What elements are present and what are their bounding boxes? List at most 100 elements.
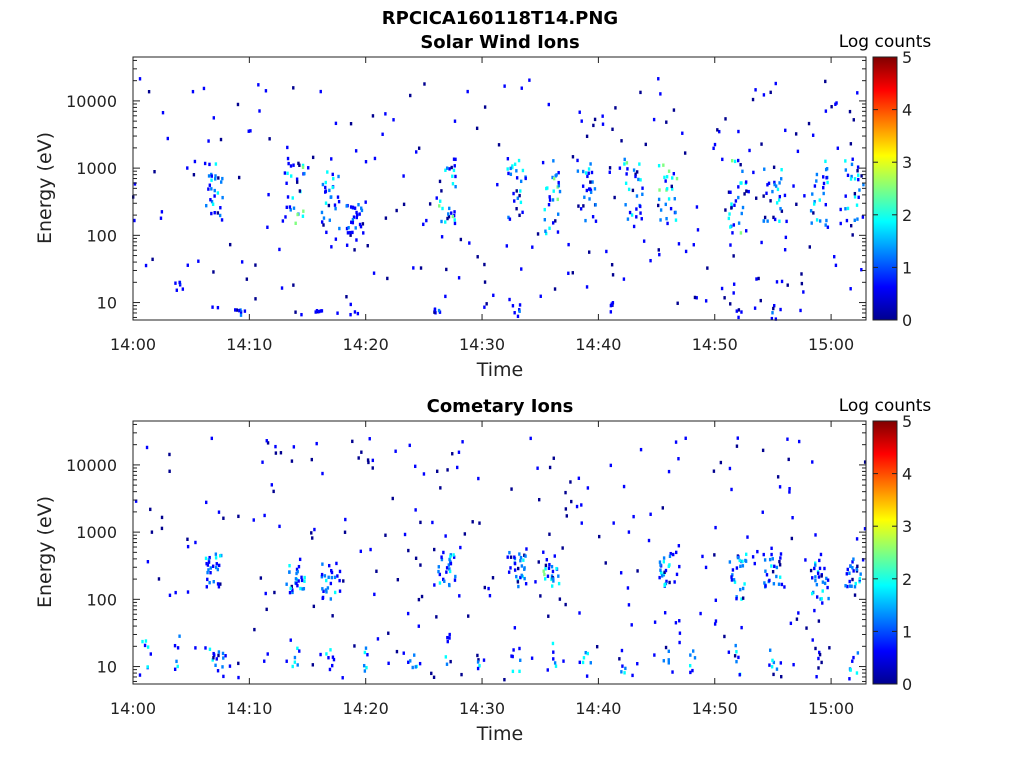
heatmap-cell [734,199,738,203]
heatmap-cell [334,206,337,211]
heatmap-cell [349,312,352,317]
heatmap-cell [751,555,755,559]
heatmap-cell [850,174,853,179]
heatmap-cell [639,447,643,452]
heatmap-cell [658,188,661,192]
heatmap-cell [324,185,327,190]
y-tick-label: 100 [86,226,117,245]
heatmap-cell [691,668,694,673]
heatmap-cell [322,223,325,227]
heatmap-cell [662,560,666,564]
heatmap-cell [265,607,268,612]
heatmap-cell [788,490,791,494]
heatmap-cell [291,196,294,200]
heatmap-cell [414,556,418,560]
heatmap-cell [554,664,558,668]
heatmap-cell [684,249,688,254]
heatmap-cell [175,659,178,664]
heatmap-cell [222,674,225,679]
heatmap-cell [294,310,297,314]
heatmap-cell [307,166,310,170]
heatmap-cell [274,451,278,455]
heatmap-cell [773,180,776,185]
heatmap-cell [160,526,164,531]
heatmap-cell [762,552,765,557]
heatmap-cell [800,272,803,276]
heatmap-cell [534,580,537,584]
heatmap-cell [334,121,338,126]
heatmap-cell [776,475,780,479]
heatmap-cell [846,206,850,211]
heatmap-cell [846,173,850,178]
heatmap-cell [266,441,270,445]
heatmap-cell [658,252,661,257]
heatmap-cell [222,656,225,660]
heatmap-cell [721,157,724,162]
heatmap-cell [284,215,287,219]
heatmap-cell [217,585,221,589]
heatmap-cell [553,661,557,665]
heatmap-cell [542,569,545,573]
heatmap-cell [743,192,746,196]
heatmap-cell [446,216,449,221]
heatmap-cell [321,587,324,591]
heatmap-cell [357,456,360,460]
heatmap-cell [239,308,242,312]
heatmap-cell [809,568,813,573]
heatmap-cell [338,589,342,593]
heatmap-cell [570,499,573,504]
heatmap-cell [395,649,399,654]
heatmap-cell [224,654,227,658]
heatmap-cell [328,667,332,672]
heatmap-cell [594,203,597,207]
heatmap-cell [186,590,190,594]
heatmap-cell [718,129,721,134]
heatmap-cell [714,619,718,623]
heatmap-cell [766,183,769,187]
heatmap-cell [731,573,734,577]
heatmap-cell [733,654,737,658]
heatmap-cell [168,593,172,598]
heatmap-cell [342,579,345,583]
heatmap-cell [296,569,299,574]
heatmap-cell [345,243,349,247]
heatmap-cell [768,663,771,667]
heatmap-cell [672,552,675,557]
heatmap-cell [254,263,257,267]
heatmap-cell [557,581,561,586]
heatmap-cell [433,547,436,552]
heatmap-cell [719,460,723,465]
heatmap-cell [623,157,626,162]
heatmap-cell [663,611,667,615]
heatmap-cell [641,186,644,190]
heatmap-cell [590,170,594,175]
heatmap-cell [775,280,779,284]
colorbar [872,56,898,321]
heatmap-cell [539,594,542,598]
heatmap-cell [422,472,426,476]
heatmap-cell [298,163,301,167]
heatmap-cell [824,202,827,207]
heatmap-cell [492,293,495,298]
heatmap-cell [849,177,853,181]
heatmap-cell [146,559,150,564]
heatmap-cell [592,123,595,128]
heatmap-cell [586,651,590,656]
heatmap-cell [735,595,738,599]
heatmap-cell [815,172,819,177]
heatmap-cell [676,301,679,305]
heatmap-cell [338,569,342,574]
heatmap-cell [689,670,692,675]
heatmap-cell [662,556,666,560]
heatmap-cell [303,171,306,176]
heatmap-cell [286,145,289,150]
panel-solar-wind: Solar Wind Ions 14:00 14:10 14:20 14:30 14:4… [34,32,931,381]
heatmap-cell [259,576,263,580]
x-tick-label: 14:20 [343,335,389,354]
heatmap-cell [254,297,257,301]
heatmap-cell [209,566,212,570]
heatmap-cell [851,577,854,582]
heatmap-cell [818,652,822,657]
heatmap-cell [332,657,336,662]
heatmap-cell [770,665,774,669]
